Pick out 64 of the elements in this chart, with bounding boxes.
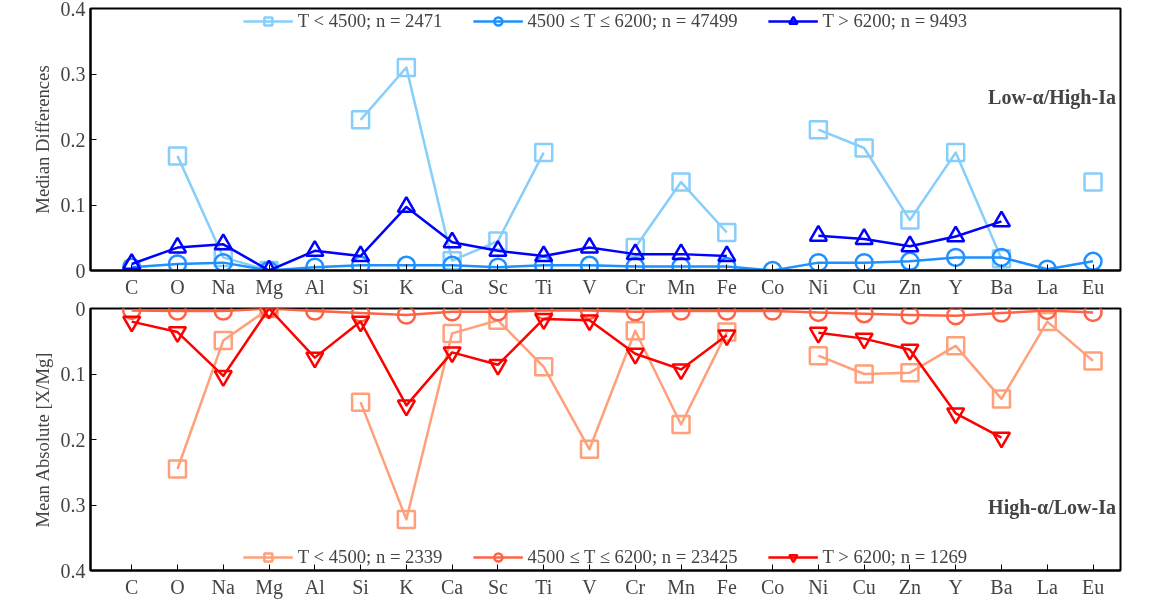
y-tick-label: 0.4: [60, 559, 86, 582]
y-axis-title: Median Differences: [31, 65, 53, 214]
x-tick-label: V: [582, 275, 598, 298]
x-tick-label: Ca: [441, 575, 464, 598]
legend-label: 4500 ≤ T ≤ 6200; n = 47499: [527, 10, 738, 32]
y-tick-label: 0.4: [60, 0, 86, 20]
x-tick-label: Ba: [990, 575, 1013, 598]
x-tick-label: Sc: [487, 275, 509, 298]
x-tick-label: Ni: [808, 275, 829, 298]
x-tick-label: Na: [211, 275, 236, 298]
y-tick-label: 0: [75, 259, 86, 282]
annotation: High-α/Low-Ia: [988, 496, 1116, 520]
x-tick-label: C: [125, 275, 139, 298]
legend-label: T > 6200; n = 1269: [822, 546, 968, 568]
legend-label: T > 6200; n = 9493: [822, 10, 968, 32]
x-tick-label: V: [582, 575, 598, 598]
x-tick-label: Eu: [1081, 275, 1105, 298]
y-tick-label: 0.3: [60, 494, 86, 516]
y-tick-label: 0.1: [60, 194, 86, 216]
y-tick-label: 0: [75, 297, 86, 320]
x-tick-label: Cu: [852, 275, 876, 298]
x-tick-label: Mn: [667, 275, 695, 298]
x-tick-label: Mg: [255, 575, 283, 599]
x-tick-label: Si: [352, 275, 370, 298]
x-tick-label: Cu: [852, 575, 876, 598]
x-tick-label: Ca: [441, 275, 464, 298]
x-tick-label: Cr: [625, 575, 646, 598]
x-tick-label: Eu: [1081, 575, 1105, 598]
x-tick-label: La: [1036, 575, 1058, 598]
x-tick-label: Co: [760, 575, 785, 598]
x-tick-label: Co: [760, 275, 785, 298]
x-tick-label: Na: [211, 575, 236, 598]
x-tick-label: Mg: [255, 275, 283, 299]
x-tick-label: Al: [304, 275, 326, 298]
x-tick-label: Ni: [808, 575, 829, 598]
legend-label: T < 4500; n = 2471: [297, 10, 443, 32]
legend-label: 4500 ≤ T ≤ 6200; n = 23425: [527, 546, 738, 568]
y-axis-title: Mean Absolute [X/Mg]: [31, 352, 53, 528]
x-tick-label: C: [125, 575, 139, 598]
x-tick-label: Zn: [898, 275, 922, 298]
x-tick-label: Cr: [625, 275, 646, 298]
x-tick-label: O: [170, 575, 185, 598]
y-tick-label: 0.3: [60, 63, 86, 85]
x-tick-label: O: [170, 275, 185, 298]
x-tick-label: Y: [948, 275, 963, 298]
x-tick-label: Fe: [716, 575, 737, 598]
x-tick-label: Fe: [716, 275, 737, 298]
x-tick-label: K: [399, 275, 415, 298]
x-tick-label: Ti: [535, 575, 553, 598]
y-tick-label: 0.2: [60, 128, 86, 151]
legend-label: T < 4500; n = 2339: [297, 546, 443, 568]
x-tick-label: Zn: [898, 575, 922, 598]
x-tick-label: Mn: [667, 575, 695, 598]
x-tick-label: Si: [352, 575, 370, 598]
y-tick-label: 0.2: [60, 428, 86, 451]
x-tick-label: K: [399, 575, 415, 598]
y-tick-label: 0.1: [60, 363, 86, 385]
x-tick-label: La: [1036, 275, 1058, 298]
x-tick-label: Al: [304, 575, 326, 598]
x-tick-label: Y: [948, 575, 963, 598]
x-tick-label: Sc: [487, 575, 509, 598]
x-tick-label: Ba: [990, 275, 1013, 298]
annotation: Low-α/High-Ia: [988, 86, 1116, 110]
x-tick-label: Ti: [535, 275, 553, 298]
